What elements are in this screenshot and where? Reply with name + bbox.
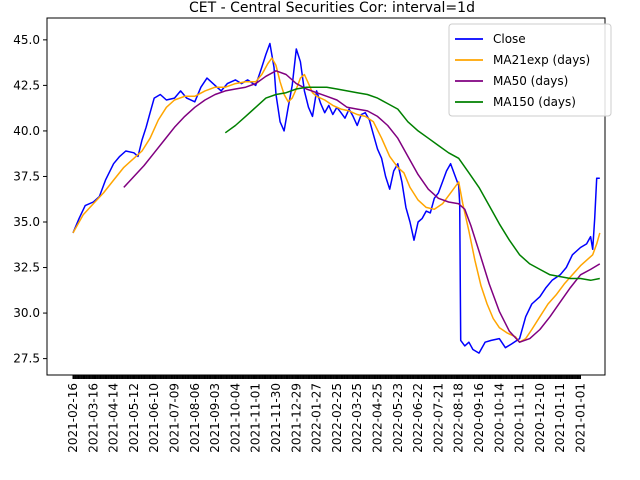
y-tick-label-5: 40.0 — [13, 124, 40, 138]
x-tick-label-5: 2021-07-09 — [168, 383, 182, 453]
x-tick-label-21: 2020-10-14 — [492, 383, 506, 453]
series-line-0 — [72, 42, 600, 354]
y-tick-label-4: 37.5 — [13, 169, 40, 183]
series-layer — [72, 42, 601, 354]
series-line-3 — [224, 86, 600, 282]
x-tick-label-25: 2021-01-01 — [574, 383, 588, 453]
y-tick-label-6: 42.5 — [13, 78, 40, 92]
x-tick-label-9: 2021-11-01 — [249, 383, 263, 453]
legend-label-0: Close — [493, 32, 526, 46]
x-tick-label-13: 2022-02-25 — [330, 383, 344, 453]
x-tick-label-4: 2021-06-10 — [147, 383, 161, 453]
y-tick-label-1: 30.0 — [13, 306, 40, 320]
chart-title: CET - Central Securities Cor: interval=1… — [189, 0, 475, 16]
x-tick-label-20: 2020-09-16 — [472, 383, 486, 453]
x-tick-label-8: 2021-10-04 — [228, 383, 242, 453]
y-tick-label-7: 45.0 — [13, 33, 40, 47]
x-tick-label-2: 2021-04-14 — [107, 383, 121, 453]
legend-box — [448, 23, 612, 117]
x-tick-label-7: 2021-09-03 — [208, 383, 222, 453]
x-tick-label-19: 2022-08-18 — [452, 383, 466, 453]
x-tick-label-1: 2021-03-16 — [86, 383, 100, 453]
y-tick-label-0: 27.5 — [13, 352, 40, 366]
y-tick-label-2: 32.5 — [13, 261, 40, 275]
x-tick-label-0: 2021-02-16 — [66, 383, 80, 453]
x-tick-label-6: 2021-08-06 — [188, 383, 202, 453]
x-tick-label-14: 2022-03-25 — [350, 383, 364, 453]
legend: Close MA21exp (days) MA50 (days) MA150 (day… — [448, 23, 612, 117]
legend-label-1: MA21exp (days) — [493, 53, 590, 67]
x-axis: 2021-02-16 2021-03-16 2021-04-14 2021-05-12… — [66, 375, 588, 453]
x-tick-label-3: 2021-05-12 — [127, 383, 141, 453]
y-axis: 27.5 30.0 32.5 35.0 37.5 40.0 42.5 45.0 — [13, 33, 47, 366]
x-tick-label-10: 2021-11-30 — [269, 383, 283, 453]
x-tick-label-16: 2022-05-23 — [391, 383, 405, 453]
x-tick-label-22: 2020-11-11 — [513, 383, 527, 453]
y-tick-label-3: 35.0 — [13, 215, 40, 229]
x-tick-label-15: 2022-04-25 — [371, 383, 385, 453]
x-tick-label-17: 2022-06-22 — [411, 383, 425, 453]
x-tick-label-24: 2021-01-11 — [553, 383, 567, 453]
legend-label-2: MA50 (days) — [493, 74, 568, 88]
x-tick-label-23: 2020-12-10 — [533, 383, 547, 453]
x-tick-label-18: 2022-07-21 — [431, 383, 445, 453]
x-tick-label-12: 2022-01-27 — [310, 383, 324, 453]
legend-label-3: MA150 (days) — [493, 95, 576, 109]
x-tick-label-11: 2021-12-29 — [289, 383, 303, 453]
series-line-2 — [123, 70, 601, 343]
